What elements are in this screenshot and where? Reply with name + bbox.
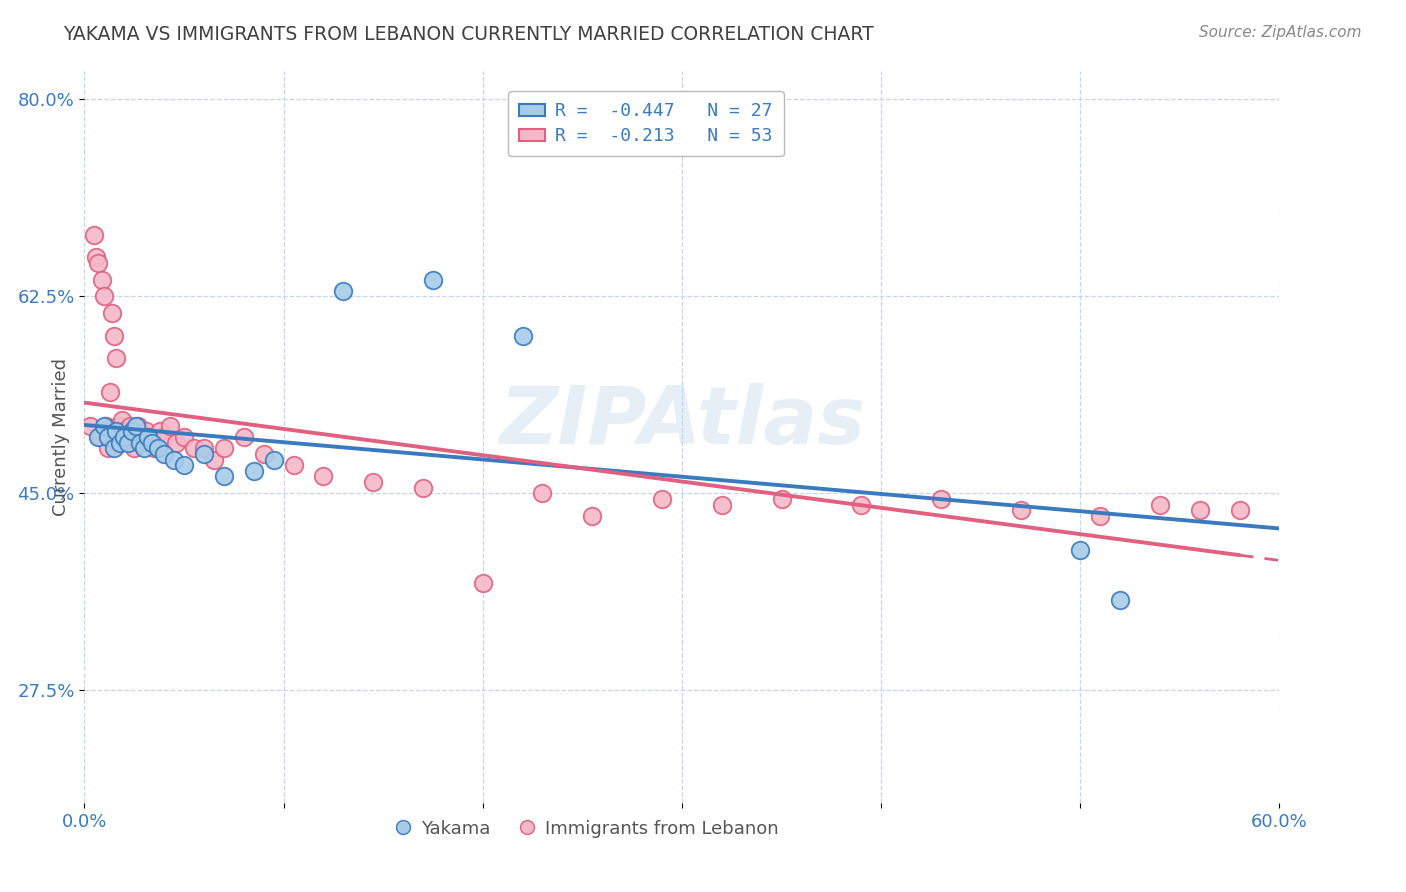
Point [1149,498,1171,512]
Point [232,430,254,444]
Point [96,418,118,433]
Legend: Yakama, Immigrants from Lebanon: Yakama, Immigrants from Lebanon [387,813,786,845]
Point [107,418,129,433]
Point [127,418,149,433]
Point [332,284,354,298]
Point [110,435,132,450]
Point [122,442,145,456]
Point [422,272,444,286]
Point [97,442,120,456]
Point [159,418,181,433]
Point [531,486,554,500]
Point [93,418,115,433]
Text: ZIPAtlas: ZIPAtlas [499,384,865,461]
Point [173,458,195,473]
Point [710,498,733,512]
Point [117,430,139,444]
Point [139,430,162,444]
Point [143,442,166,456]
Point [361,475,384,489]
Point [173,430,195,444]
Point [103,442,125,456]
Point [103,328,125,343]
Point [105,425,128,439]
Point [125,418,148,433]
Point [581,508,603,523]
Point [93,289,115,303]
Point [165,435,187,450]
Y-axis label: Currently Married: Currently Married [52,358,70,516]
Text: YAKAMA VS IMMIGRANTS FROM LEBANON CURRENTLY MARRIED CORRELATION CHART: YAKAMA VS IMMIGRANTS FROM LEBANON CURREN… [63,25,875,44]
Point [83,227,105,242]
Point [86,250,108,264]
Text: Source: ZipAtlas.com: Source: ZipAtlas.com [1198,25,1361,40]
Point [120,418,142,433]
Point [112,425,135,439]
Point [141,435,163,450]
Point [1109,593,1132,607]
Point [1188,503,1211,517]
Point [202,452,225,467]
Point [183,442,205,456]
Point [263,452,285,467]
Point [471,576,494,591]
Point [135,425,157,439]
Point [129,435,152,450]
Point [929,491,952,506]
Point [87,430,110,444]
Point [146,442,169,456]
Point [212,469,235,483]
Point [193,442,215,456]
Point [87,255,110,269]
Point [651,491,673,506]
Point [132,442,156,456]
Point [770,491,793,506]
Point [163,452,186,467]
Point [89,430,111,444]
Point [149,425,172,439]
Point [111,413,134,427]
Point [1069,542,1091,557]
Point [1229,503,1251,517]
Point [1010,503,1032,517]
Point [110,435,132,450]
Point [253,447,276,461]
Point [212,442,235,456]
Point [121,425,143,439]
Point [97,430,120,444]
Point [512,328,534,343]
Point [91,272,114,286]
Point [112,430,135,444]
Point [242,464,264,478]
Point [153,430,176,444]
Point [1090,508,1112,523]
Point [117,435,139,450]
Point [412,481,434,495]
Point [98,385,121,400]
Point [312,469,335,483]
Point [131,430,153,444]
Point [79,418,101,433]
Point [105,351,128,366]
Point [136,430,159,444]
Point [101,306,124,320]
Point [193,447,215,461]
Point [851,498,873,512]
Point [153,447,176,461]
Point [283,458,305,473]
